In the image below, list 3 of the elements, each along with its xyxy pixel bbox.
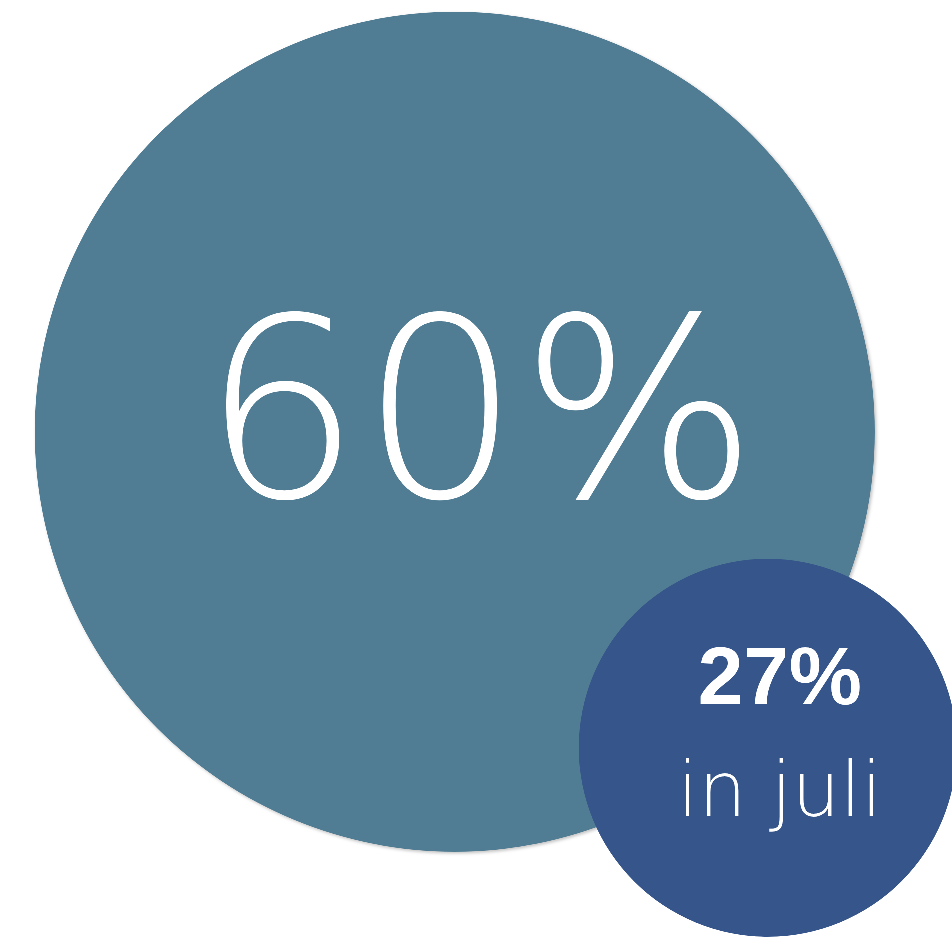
data-label: 60% (202, 264, 758, 556)
data-label: 27% (698, 632, 862, 723)
category-label: in juli (678, 744, 882, 834)
